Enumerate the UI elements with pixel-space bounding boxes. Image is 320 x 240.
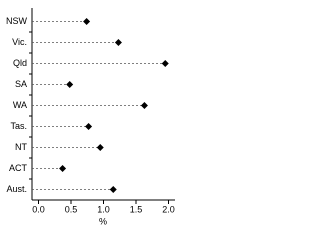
x-tick-label: 1.0 xyxy=(97,204,110,214)
x-tick-label: 2.0 xyxy=(162,204,175,214)
dot xyxy=(96,144,104,151)
y-tick-label: Vic. xyxy=(12,37,27,47)
dot xyxy=(85,123,93,130)
y-tick-label: NSW xyxy=(6,16,28,26)
y-tick-label: Tas. xyxy=(10,121,27,131)
dot xyxy=(109,186,117,193)
x-axis-label: % xyxy=(99,216,107,226)
chart: % 0.0 0.5 1.0 1.5 2.0 NSW Vic. Qld SA WA Tas. NT ACT… xyxy=(6,8,175,226)
x-tick-label: 1.5 xyxy=(130,204,143,214)
x-tick-label: 0.5 xyxy=(65,204,78,214)
y-tick-label: Aust. xyxy=(6,184,27,194)
dot xyxy=(66,81,74,88)
y-tick-label: Qld xyxy=(13,58,27,68)
y-tick-label: NT xyxy=(15,142,27,152)
x-tick-label: 0.0 xyxy=(32,204,45,214)
dot xyxy=(59,165,67,172)
dot xyxy=(83,18,91,25)
y-tick-label: ACT xyxy=(9,163,28,173)
y-tick-label: WA xyxy=(13,100,27,110)
dot xyxy=(114,39,122,46)
dot xyxy=(140,102,148,109)
y-tick-label: SA xyxy=(15,79,27,89)
dot xyxy=(161,60,169,67)
